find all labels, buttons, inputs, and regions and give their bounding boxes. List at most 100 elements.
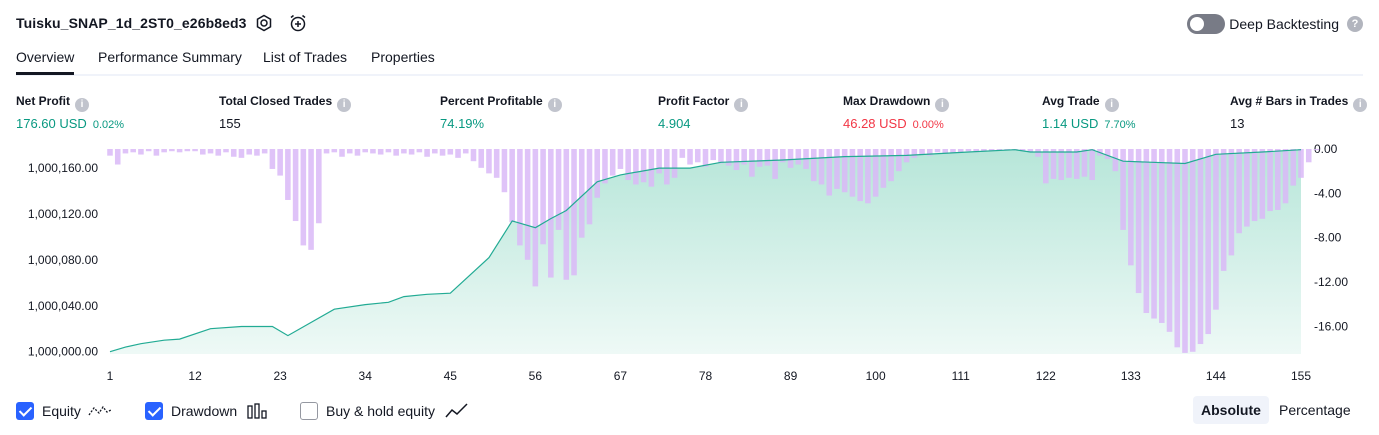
drawdown-bar: [1189, 149, 1196, 352]
drawdown-bar: [849, 149, 856, 197]
x-tick-label: 1: [107, 369, 114, 383]
x-tick-label: 67: [614, 369, 628, 383]
info-icon[interactable]: i: [935, 98, 950, 112]
drawdown-bar: [292, 149, 299, 222]
drawdown-bar: [1213, 149, 1219, 310]
drawdown-bar: [277, 149, 283, 176]
drawdown-bar: [741, 149, 747, 165]
tab-properties[interactable]: Properties: [371, 49, 435, 65]
deep-backtesting-toggle[interactable]: [1187, 14, 1225, 34]
gear-icon[interactable]: [254, 13, 274, 33]
metric-sub-value: 7.70%: [1104, 119, 1136, 131]
legend-equity[interactable]: Equity: [16, 401, 116, 421]
drawdown-bar: [594, 149, 601, 198]
drawdown-bar: [540, 149, 546, 245]
metric-label: Avg # Bars in Trades: [1230, 94, 1349, 108]
y-left-tick-label: 1,000,160.00: [28, 161, 98, 175]
metric-label: Percent Profitable: [440, 94, 543, 108]
drawdown-bar: [130, 149, 136, 153]
tab-list-of-trades[interactable]: List of Trades: [263, 49, 348, 65]
legend-buy-hold-label: Buy & hold equity: [326, 403, 435, 419]
drawdown-bar: [200, 149, 206, 155]
drawdown-bar: [1143, 149, 1150, 313]
alarm-clock-plus-icon[interactable]: [288, 13, 308, 33]
drawdown-bar: [733, 149, 740, 171]
x-tick-label: 133: [1121, 369, 1141, 383]
drawdown-bar: [1058, 149, 1065, 181]
drawdown-bar: [1298, 149, 1304, 178]
drawdown-bar: [385, 149, 392, 153]
y-left-tick-label: 1,000,080.00: [28, 253, 98, 267]
drawdown-bar: [308, 149, 314, 250]
drawdown-bar: [872, 149, 879, 197]
drawdown-bar: [331, 149, 338, 153]
info-icon[interactable]: i: [75, 98, 89, 112]
drawdown-bar: [447, 149, 454, 155]
x-tick-label: 78: [699, 369, 713, 383]
equity-drawdown-chart[interactable]: 1,000,000.00 1,000,040.00 1,000,080.00 1,00…: [0, 138, 1379, 390]
drawdown-bar: [169, 149, 175, 152]
metric-sub-value: 0.00%: [912, 119, 944, 131]
drawdown-bar: [671, 149, 678, 178]
percentage-mode-button[interactable]: Percentage: [1279, 402, 1351, 418]
drawdown-bar: [911, 149, 918, 158]
info-icon[interactable]: i: [1353, 98, 1368, 112]
info-icon[interactable]: i: [734, 98, 749, 112]
bars-icon: [246, 401, 270, 421]
legend-buy-hold[interactable]: Buy & hold equity: [300, 401, 490, 421]
drawdown-bar: [888, 149, 894, 182]
chart-legend: Equity Drawdown Buy & hold equity Absolu…: [16, 396, 1363, 424]
buy-hold-checkbox[interactable]: [300, 402, 318, 420]
info-icon[interactable]: i: [1104, 98, 1119, 112]
help-icon[interactable]: ?: [1347, 16, 1363, 32]
drawdown-bar: [694, 149, 701, 163]
drawdown-bar: [432, 149, 438, 154]
drawdown-bar: [702, 149, 709, 167]
drawdown-bar: [439, 149, 446, 156]
drawdown-bar: [896, 149, 902, 172]
drawdown-bar: [586, 149, 593, 225]
drawdown-bar: [1259, 149, 1266, 219]
tab-performance-summary[interactable]: Performance Summary: [98, 49, 242, 65]
drawdown-bar: [1151, 149, 1157, 319]
drawdown-bar: [826, 149, 833, 196]
equity-checkbox[interactable]: [16, 402, 34, 420]
legend-drawdown[interactable]: Drawdown: [145, 401, 275, 421]
info-icon[interactable]: i: [547, 98, 562, 112]
metric-avg-trade: Avg Trade i 1.14 USD 7.70%: [1042, 94, 1136, 131]
drawdown-bar: [478, 149, 485, 168]
info-icon[interactable]: i: [337, 98, 352, 112]
drawdown-bar: [1228, 149, 1235, 256]
metric-label: Avg Trade: [1042, 94, 1100, 108]
drawdown-bar: [377, 149, 384, 155]
y-right-tick-label: -4.00: [1314, 186, 1342, 200]
drawdown-bar: [602, 149, 608, 184]
drawdown-bar: [571, 149, 577, 276]
drawdown-bar: [1282, 149, 1289, 204]
drawdown-checkbox[interactable]: [145, 402, 163, 420]
tab-overview[interactable]: Overview: [16, 49, 75, 75]
toggle-knob: [1190, 17, 1204, 31]
equity-area-layer: [110, 149, 1301, 354]
drawdown-bar: [509, 149, 515, 223]
x-tick-label: 34: [359, 369, 373, 383]
drawdown-bar: [1313, 149, 1320, 151]
drawdown-bar: [927, 149, 933, 156]
drawdown-bar: [633, 149, 639, 185]
drawdown-bar: [780, 149, 786, 163]
drawdown-bar: [223, 149, 229, 153]
metric-profit-factor: Profit Factor i 4.904: [658, 94, 749, 131]
metric-label: Net Profit: [16, 94, 70, 108]
x-tick-label: 56: [529, 369, 543, 383]
drawdown-bar: [238, 149, 245, 158]
metric-value: 46.28 USD: [843, 116, 907, 131]
y-left-tick-label: 1,000,000.00: [28, 345, 98, 359]
drawdown-bar: [1251, 149, 1258, 222]
absolute-mode-button[interactable]: Absolute: [1193, 396, 1269, 424]
drawdown-bar: [114, 149, 121, 165]
drawdown-bar: [1290, 149, 1297, 186]
drawdown-bar: [455, 149, 461, 158]
drawdown-bar: [207, 149, 214, 154]
drawdown-bar: [818, 149, 825, 185]
drawdown-bar: [184, 149, 191, 152]
